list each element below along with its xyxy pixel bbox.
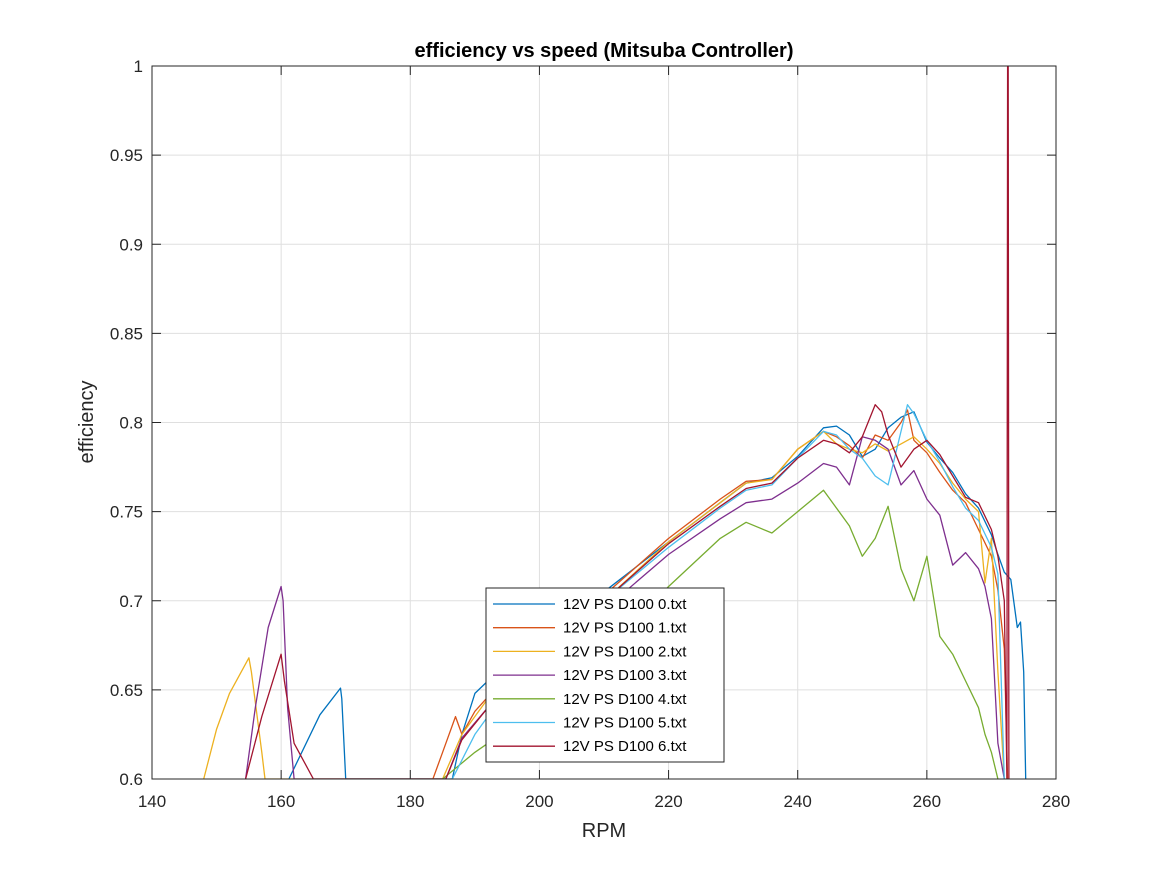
legend-label-6: 12V PS D100 6.txt <box>563 738 687 755</box>
legend-label-2: 12V PS D100 2.txt <box>563 643 687 660</box>
legend-label-5: 12V PS D100 5.txt <box>563 715 687 732</box>
series-line-5 <box>451 404 1005 779</box>
legend-label-3: 12V PS D100 3.txt <box>563 667 687 684</box>
x-tick-label: 240 <box>784 792 812 811</box>
legend-entries: 12V PS D100 0.txt 12V PS D100 1.txt 12V PS… <box>493 596 687 755</box>
chart-title: efficiency vs speed (Mitsuba Controller) <box>415 40 794 62</box>
x-tick-label: 280 <box>1042 792 1070 811</box>
x-axis-label: RPM <box>582 820 626 842</box>
x-tick-label: 200 <box>525 792 553 811</box>
x-tick-label: 180 <box>396 792 424 811</box>
series-line-4 <box>442 489 999 779</box>
y-tick-label: 0.6 <box>119 770 143 789</box>
x-tick-label: 140 <box>138 792 166 811</box>
series-line-3 <box>244 436 1005 779</box>
x-tick-label: 220 <box>654 792 682 811</box>
series-line-2 <box>203 430 1005 779</box>
y-tick-label: 1 <box>134 57 143 76</box>
y-tick-label: 0.75 <box>110 503 143 522</box>
y-tick-label: 0.85 <box>110 324 143 343</box>
series-line-6 <box>244 66 1010 779</box>
y-tick-label: 0.8 <box>119 414 143 433</box>
y-tick-label: 0.95 <box>110 146 143 165</box>
y-tick-label: 0.7 <box>119 592 143 611</box>
legend-label-4: 12V PS D100 4.txt <box>563 691 687 708</box>
legend-label-1: 12V PS D100 1.txt <box>563 620 687 637</box>
y-tick-label: 0.65 <box>110 681 143 700</box>
x-tick-label: 260 <box>913 792 941 811</box>
y-tick-label: 0.9 <box>119 235 143 254</box>
legend-label-0: 12V PS D100 0.txt <box>563 596 687 613</box>
legend: 12V PS D100 0.txt 12V PS D100 1.txt 12V PS… <box>485 587 725 763</box>
y-axis-label: efficiency <box>76 380 98 463</box>
x-tick-label: 160 <box>267 792 295 811</box>
axis-ticks: 140 160 180 200 220 240 260 280 0.6 0.65 0.7 0.75 0.… <box>110 57 1070 811</box>
